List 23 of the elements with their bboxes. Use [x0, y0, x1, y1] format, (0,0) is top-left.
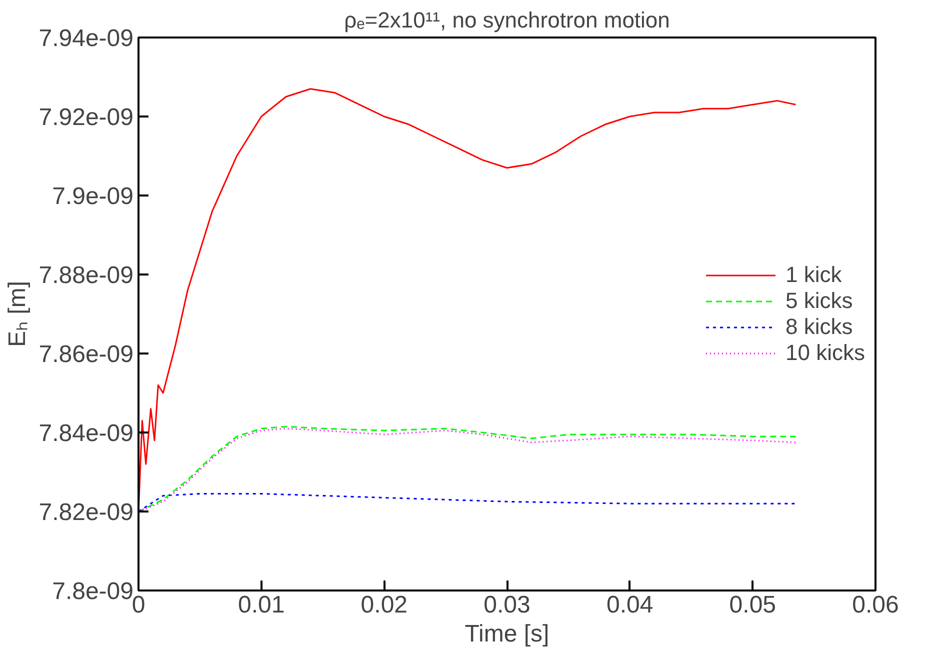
legend-label: 8 kicks [786, 314, 853, 340]
y-tick-label: 7.82e-09 [38, 499, 134, 526]
y-tick-label: 7.94e-09 [38, 25, 134, 52]
legend-label: 5 kicks [786, 288, 853, 314]
x-tick-label: 0.06 [852, 592, 899, 618]
y-tick-label: 7.8e-09 [52, 578, 134, 605]
x-tick-label: 0.05 [729, 592, 776, 618]
y-tick-label: 7.84e-09 [38, 420, 134, 447]
chart-title: ρₑ=2x10¹¹, no synchrotron motion [344, 8, 670, 32]
x-tick-label: 0 [132, 592, 146, 618]
line-series [138, 492, 796, 512]
y-tick-label: 7.92e-09 [38, 104, 134, 131]
x-tick-label: 0.04 [606, 592, 654, 618]
x-tick-label: 0.01 [238, 592, 285, 618]
y-axis-title: Eₕ [m] [4, 280, 31, 347]
x-tick-label: 0.02 [360, 592, 408, 618]
y-tick-label: 7.9e-09 [52, 183, 134, 210]
legend-label: 10 kicks [786, 340, 865, 366]
x-tick-label: 0.03 [484, 592, 530, 618]
y-tick-label: 7.88e-09 [38, 262, 134, 289]
legend-label: 1 kick [786, 262, 842, 288]
x-axis-title: Time [s] [464, 620, 550, 648]
y-tick-label: 7.86e-09 [38, 341, 134, 368]
